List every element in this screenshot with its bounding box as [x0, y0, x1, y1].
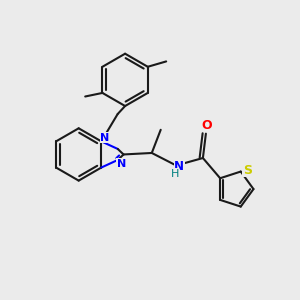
Text: H: H: [170, 169, 179, 179]
Text: S: S: [243, 164, 252, 177]
Text: O: O: [202, 119, 212, 132]
Text: N: N: [174, 160, 184, 173]
Text: N: N: [117, 158, 126, 169]
Text: N: N: [100, 133, 110, 143]
